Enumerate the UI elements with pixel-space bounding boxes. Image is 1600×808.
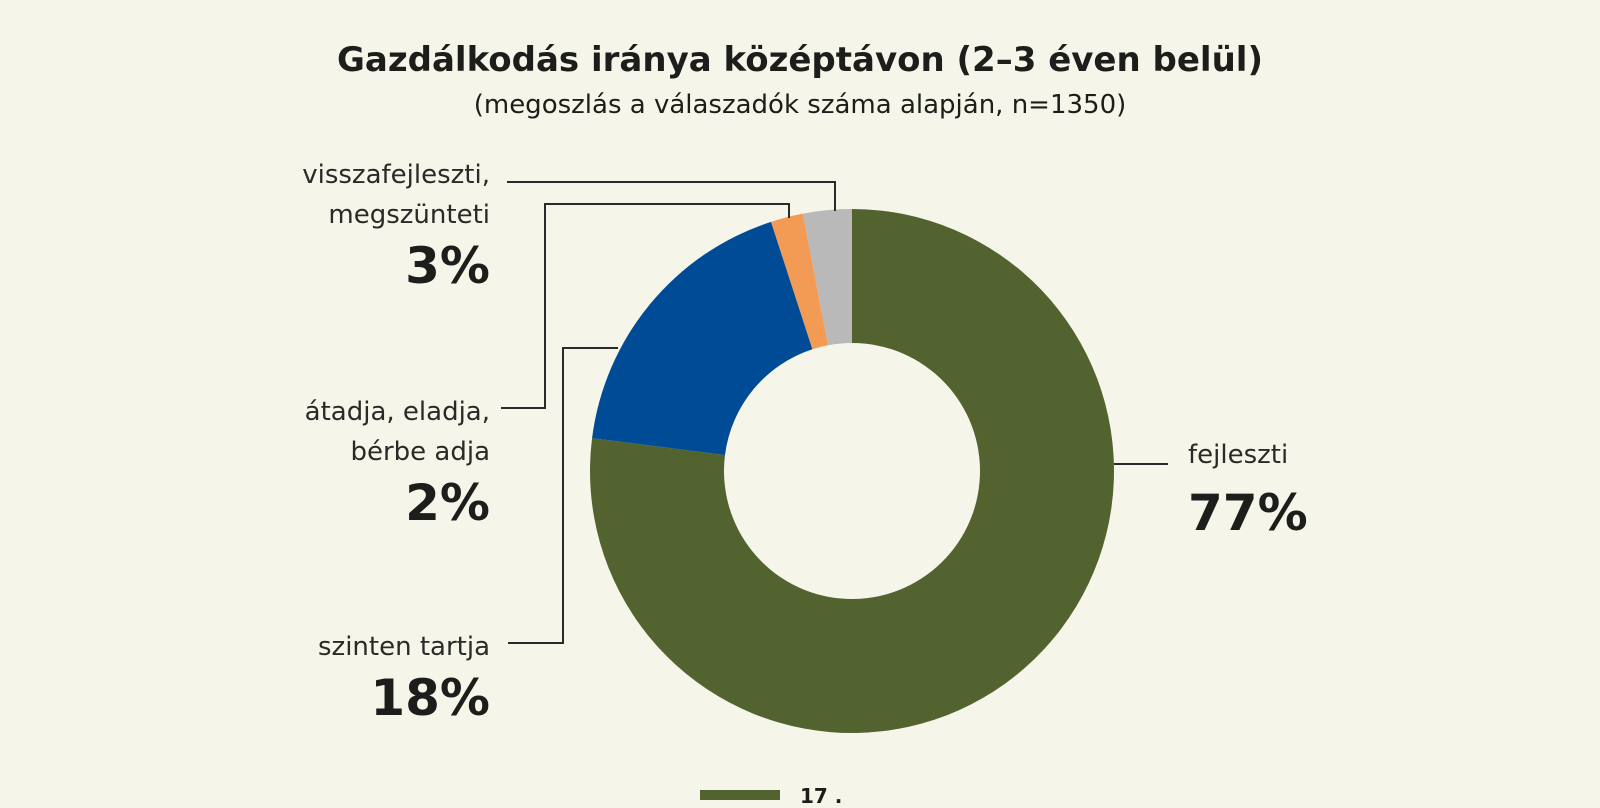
- slice-label-atadja-eladja-berbe-adja-line-1: átadja, eladja,: [305, 397, 490, 427]
- slice-atadja-eladja-berbe-adja: [771, 213, 829, 350]
- slice-label-fejleszti: fejleszti: [1188, 440, 1288, 470]
- leader-szinten-tartja: [508, 347, 618, 644]
- slice-szinten-tartja: [592, 221, 813, 455]
- leader-atadja: [501, 203, 790, 409]
- slice-value-fejleszti: 77%: [1188, 484, 1308, 542]
- slice-value-visszafejleszti-megszunteti: 3%: [405, 237, 490, 295]
- leader-visszafejleszti: [507, 181, 836, 211]
- slice-label-visszafejleszti-megszunteti-line-2: megszünteti: [328, 200, 490, 230]
- donut-slices: [589, 209, 1114, 733]
- legend-fragment-text: 17 .: [800, 784, 843, 808]
- slice-value-szinten-tartja: 18%: [370, 669, 490, 727]
- leader-lines: [501, 181, 1168, 644]
- legend-swatch: [700, 790, 780, 800]
- chart-subtitle: (megoszlás a válaszadók száma alapján, n…: [473, 90, 1127, 120]
- slice-label-szinten-tartja: szinten tartja: [318, 632, 490, 662]
- slice-label-visszafejleszti-megszunteti-line-1: visszafejleszti,: [302, 160, 490, 190]
- slice-visszafejleszti-megszunteti: [802, 209, 852, 346]
- chart-title: Gazdálkodás iránya középtávon (2–3 éven …: [337, 40, 1263, 80]
- slice-fejleszti: [589, 209, 1114, 733]
- slice-labels: fejleszti 77% szinten tartja 18% átadja, ela…: [302, 160, 1307, 727]
- slice-label-atadja-eladja-berbe-adja-line-2: bérbe adja: [350, 437, 490, 467]
- slice-value-atadja-eladja-berbe-adja: 2%: [405, 474, 490, 532]
